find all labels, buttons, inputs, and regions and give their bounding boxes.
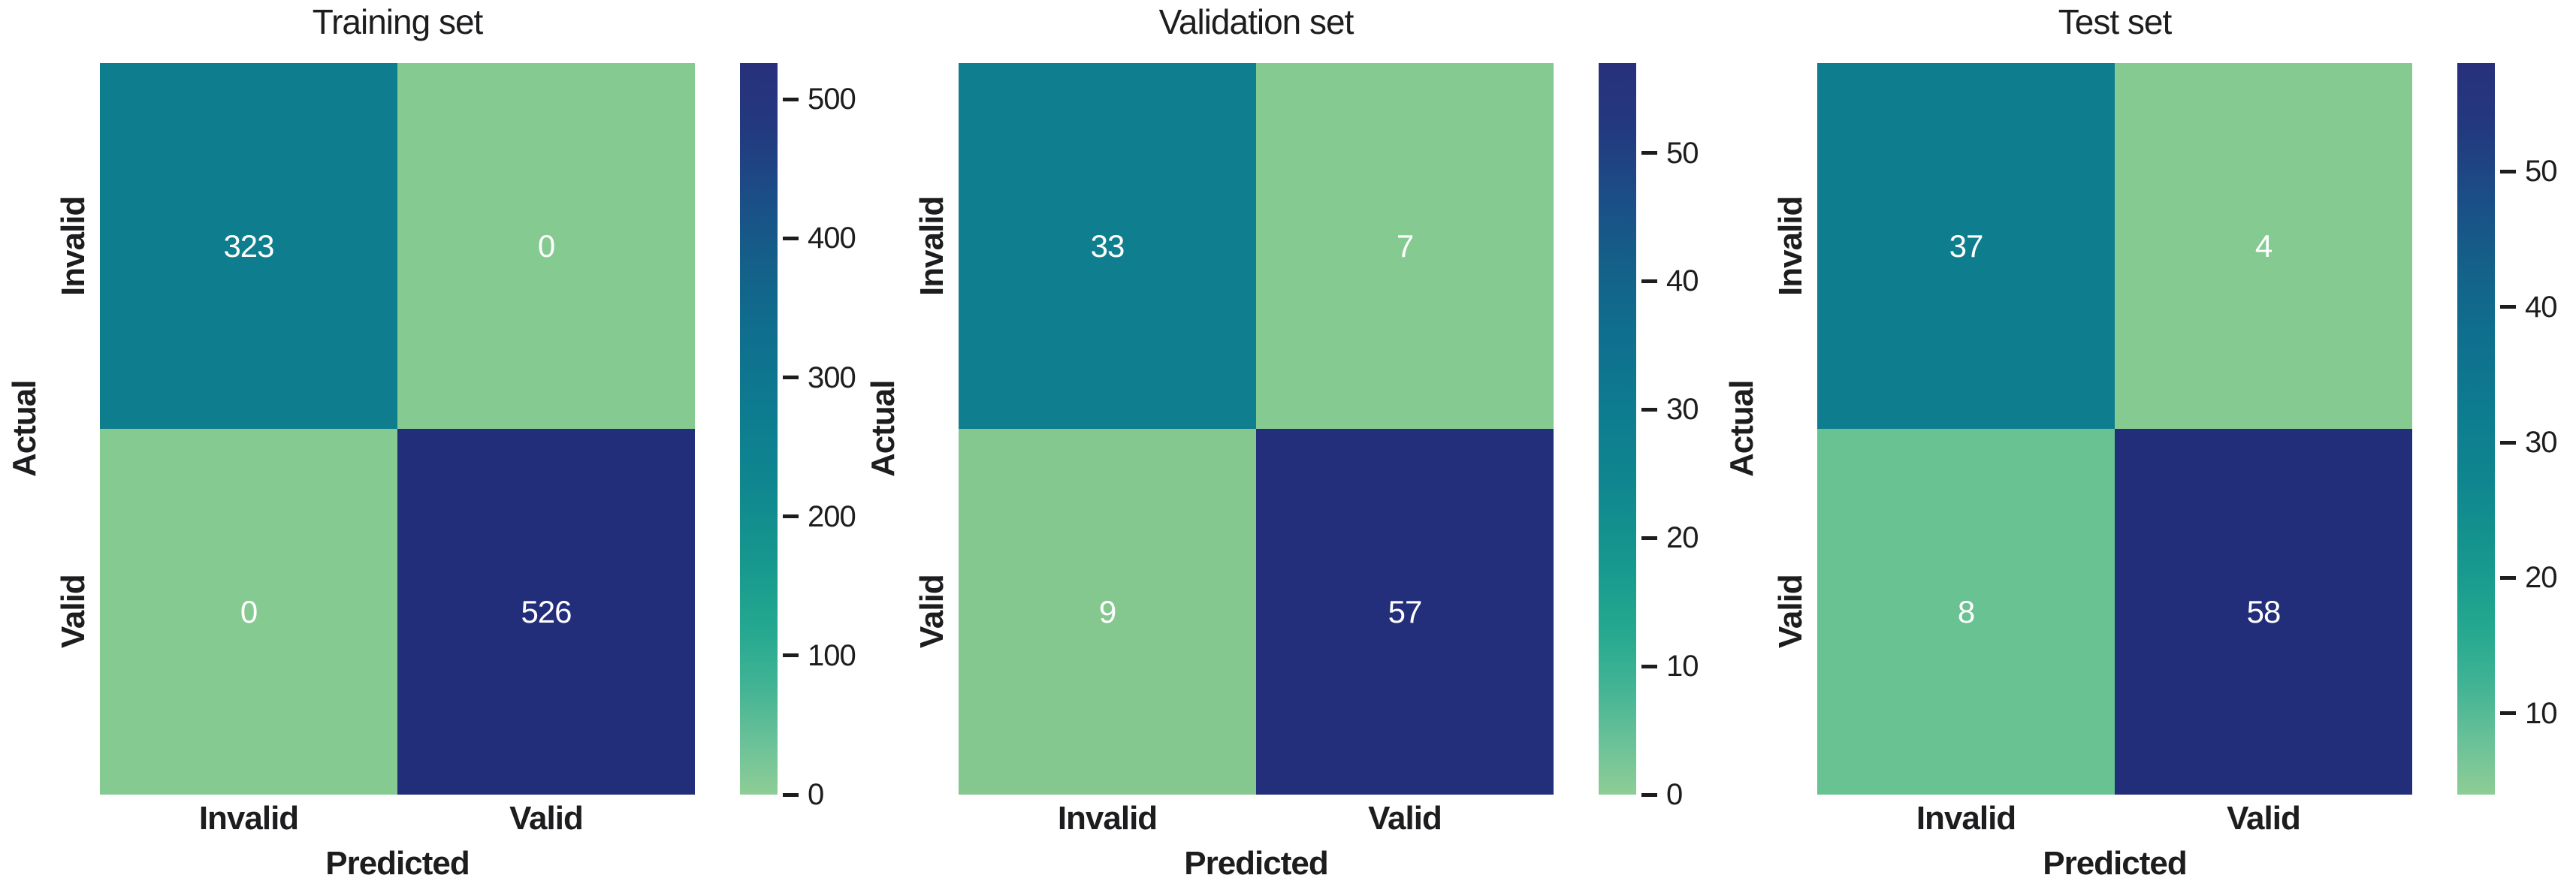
matrix-cell-true-positive: 526 (397, 429, 695, 795)
x-tick-valid: Valid (509, 800, 584, 837)
panel-validation-set: Validation set Actual Invalid Valid 33 7… (859, 0, 1717, 893)
colorbar-tick-label: 50 (2525, 155, 2557, 189)
panel-title: Training set (312, 2, 484, 41)
colorbar-tick-label: 0 (1666, 778, 1683, 811)
confusion-matrix: 323 0 0 526 (100, 63, 695, 795)
y-tick-valid: Valid (914, 575, 950, 649)
colorbar-ticks: 0 10 20 30 40 50 (1636, 63, 1717, 810)
y-tick-invalid: Invalid (1772, 196, 1809, 296)
panel-title: Validation set (1158, 2, 1354, 41)
colorbar (1599, 63, 1636, 795)
matrix-cell-false-negative: 0 (100, 429, 397, 795)
cell-value: 8 (1957, 593, 1975, 629)
colorbar-tick-mark (783, 97, 799, 101)
colorbar-tick-label: 30 (1666, 393, 1699, 427)
matrix-cell-true-positive: 58 (2115, 429, 2412, 795)
colorbar-tick-mark (783, 236, 799, 240)
cell-value: 37 (1949, 228, 1984, 264)
y-tick-invalid: Invalid (914, 196, 950, 296)
matrix-cell-false-positive: 0 (397, 63, 695, 429)
matrix-cell-false-positive: 4 (2115, 63, 2412, 429)
cell-value: 7 (1396, 228, 1414, 264)
y-axis-label: Actual (865, 380, 901, 478)
colorbar-tick-mark (1641, 151, 1657, 155)
cell-value: 0 (240, 593, 258, 629)
colorbar-tick-label: 400 (808, 222, 856, 255)
colorbar (740, 63, 778, 795)
panel-test-set: Test set Actual Invalid Valid 37 4 8 58 … (1717, 0, 2576, 893)
colorbar-tick-label: 40 (1666, 264, 1699, 298)
matrix-cell-false-positive: 7 (1256, 63, 1554, 429)
y-tick-valid: Valid (55, 575, 92, 649)
colorbar-tick-mark (2500, 169, 2516, 173)
colorbar (2457, 63, 2495, 795)
colorbar-tick-mark (1641, 407, 1657, 412)
colorbar-tick-label: 10 (1666, 650, 1699, 683)
colorbar-tick-mark (2500, 711, 2516, 716)
cell-value: 0 (537, 228, 555, 264)
colorbar-tick-mark (783, 514, 799, 519)
cell-value: 57 (1388, 593, 1423, 629)
colorbar-tick-label: 50 (1666, 136, 1699, 170)
matrix-cell-true-negative: 37 (1817, 63, 2115, 429)
x-axis-label: Predicted (2043, 845, 2188, 882)
panel-training-set: Training set Actual Invalid Valid 323 0 … (0, 0, 859, 893)
x-tick-valid: Valid (1368, 800, 1442, 837)
colorbar-tick-mark (783, 653, 799, 658)
cell-value: 58 (2246, 593, 2282, 629)
x-axis-label: Predicted (1184, 845, 1329, 882)
cell-value: 526 (521, 593, 572, 629)
colorbar-tick-mark (1641, 792, 1657, 797)
x-tick-invalid: Invalid (1916, 800, 2016, 837)
colorbar-tick-mark (783, 376, 799, 380)
colorbar-tick-label: 20 (1666, 521, 1699, 555)
x-tick-invalid: Invalid (198, 800, 299, 837)
colorbar-ticks: 10 20 30 40 50 (2495, 63, 2576, 795)
colorbar-tick-mark (2500, 305, 2516, 309)
colorbar-tick-label: 10 (2525, 696, 2557, 730)
confusion-matrix: 33 7 9 57 (959, 63, 1554, 795)
colorbar-tick-label: 0 (808, 778, 824, 811)
x-axis-label: Predicted (325, 845, 470, 882)
colorbar-tick-mark (783, 792, 799, 797)
x-tick-valid: Valid (2227, 800, 2301, 837)
confusion-matrix: 37 4 8 58 (1817, 63, 2412, 795)
matrix-cell-false-negative: 8 (1817, 429, 2115, 795)
matrix-cell-false-negative: 9 (959, 429, 1256, 795)
matrix-cell-true-positive: 57 (1256, 429, 1554, 795)
y-tick-invalid: Invalid (55, 196, 92, 296)
cell-value: 4 (2254, 228, 2272, 264)
colorbar-tick-label: 40 (2525, 290, 2557, 324)
colorbar-tick-label: 100 (808, 638, 856, 672)
colorbar-tick-mark (1641, 535, 1657, 540)
panel-title: Test set (2058, 2, 2173, 41)
x-tick-invalid: Invalid (1057, 800, 1158, 837)
colorbar-tick-label: 30 (2525, 426, 2557, 460)
colorbar-tick-mark (1641, 664, 1657, 668)
colorbar-ticks: 0 100 200 300 400 500 (778, 63, 859, 810)
cell-value: 9 (1098, 593, 1116, 629)
cell-value: 323 (223, 228, 274, 264)
cell-value: 33 (1090, 228, 1125, 264)
colorbar-tick-label: 500 (808, 83, 856, 116)
colorbar-tick-mark (1641, 279, 1657, 283)
y-axis-label: Actual (6, 380, 43, 478)
matrix-cell-true-negative: 33 (959, 63, 1256, 429)
colorbar-tick-mark (2500, 575, 2516, 580)
colorbar-tick-label: 300 (808, 361, 856, 394)
y-tick-valid: Valid (1772, 575, 1809, 649)
colorbar-tick-label: 200 (808, 499, 856, 533)
matrix-cell-true-negative: 323 (100, 63, 397, 429)
y-axis-label: Actual (1723, 380, 1760, 478)
colorbar-tick-label: 20 (2525, 561, 2557, 595)
colorbar-tick-mark (2500, 440, 2516, 445)
